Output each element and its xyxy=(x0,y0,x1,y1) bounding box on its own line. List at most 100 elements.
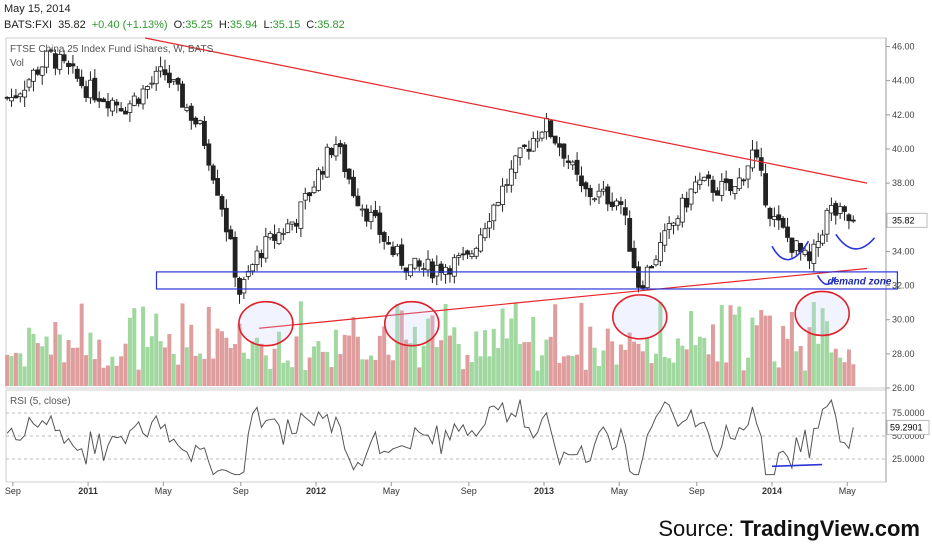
volume-bar xyxy=(57,334,62,386)
symbol-label[interactable]: BATS:FXI xyxy=(4,19,53,31)
candle-up xyxy=(285,223,291,233)
volume-bar xyxy=(355,336,360,386)
candle-up xyxy=(820,234,826,244)
candle-up xyxy=(688,188,694,205)
candle-down xyxy=(70,63,76,67)
candle-down xyxy=(114,101,120,106)
candle-up xyxy=(394,245,400,255)
price-tick-label: 44.00 xyxy=(892,76,915,86)
candle-up xyxy=(666,223,672,230)
volume-bar xyxy=(276,331,281,386)
volume-bar xyxy=(851,364,856,386)
volume-bar xyxy=(62,362,67,386)
candle-up xyxy=(421,268,427,270)
volume-bar xyxy=(84,355,89,386)
volume-bar xyxy=(390,360,395,386)
volume-bar xyxy=(246,358,251,386)
volume-bar xyxy=(377,335,382,386)
candle-up xyxy=(662,230,668,246)
candle-up xyxy=(127,103,133,113)
candle-down xyxy=(728,178,733,192)
candle-up xyxy=(263,236,269,259)
volume-bar xyxy=(763,315,768,386)
volume-bar xyxy=(610,341,615,386)
volume-bar xyxy=(829,352,834,386)
candle-up xyxy=(487,221,492,229)
volume-bar xyxy=(689,311,694,386)
candle-up xyxy=(543,117,549,133)
trendline xyxy=(144,37,868,184)
candle-up xyxy=(359,208,365,211)
candle-down xyxy=(627,218,633,252)
volume-bar xyxy=(263,355,268,386)
candle-down xyxy=(574,159,580,175)
candle-up xyxy=(109,99,115,112)
candle-down xyxy=(329,148,334,156)
volume-bar xyxy=(675,338,680,386)
volume-bar xyxy=(478,356,483,386)
candle-up xyxy=(250,264,256,272)
candle-down xyxy=(223,207,229,233)
volume-bar xyxy=(224,337,229,386)
candle-down xyxy=(565,160,571,163)
volume-bar xyxy=(732,314,737,386)
candle-down xyxy=(640,285,646,289)
volume-bar xyxy=(430,315,435,386)
volume-bar xyxy=(842,362,847,386)
volume-bar xyxy=(237,323,242,386)
candle-down xyxy=(548,120,554,138)
price-chart[interactable]: 46.0044.0042.0040.0038.0036.0034.0032.00… xyxy=(0,0,932,510)
volume-bar xyxy=(697,336,702,386)
candle-up xyxy=(131,95,137,106)
candle-down xyxy=(320,171,326,175)
candle-down xyxy=(188,105,194,121)
candle-down xyxy=(118,108,124,112)
volume-bar xyxy=(351,317,356,386)
volume-bar xyxy=(588,326,593,386)
volume-bar xyxy=(215,328,220,386)
volume-bar xyxy=(759,309,764,386)
candle-down xyxy=(202,120,207,146)
candle-down xyxy=(232,236,238,278)
volume-bar xyxy=(702,337,707,386)
candle-up xyxy=(184,107,190,111)
candle-down xyxy=(522,144,527,148)
candle-down xyxy=(294,222,299,227)
price-tick-label: 28.00 xyxy=(892,349,915,359)
volume-spike-ellipse xyxy=(238,300,294,347)
candle-up xyxy=(675,218,681,226)
volume-bar xyxy=(298,301,303,386)
candle-down xyxy=(833,203,839,216)
volume-bar xyxy=(443,303,448,386)
volume-bar xyxy=(680,345,685,386)
volume-bar xyxy=(561,356,566,386)
trendline xyxy=(258,267,868,329)
x-tick-label: Sep xyxy=(461,486,477,496)
volume-bar xyxy=(728,305,733,386)
volume-bar xyxy=(303,370,308,386)
candle-down xyxy=(96,98,102,102)
volume-bar xyxy=(491,328,496,386)
volume-bar xyxy=(66,340,71,386)
volume-bar xyxy=(31,333,36,386)
candle-down xyxy=(557,143,562,148)
volume-bar xyxy=(671,362,676,386)
volume-bar xyxy=(483,330,488,386)
volume-bar xyxy=(658,302,663,386)
candle-down xyxy=(846,214,852,222)
candle-up xyxy=(539,131,545,139)
open-label: O: xyxy=(173,19,186,31)
price-tick-label: 42.00 xyxy=(892,110,915,120)
volume-bar xyxy=(347,335,352,386)
volume-bar xyxy=(531,316,536,386)
price-tick-label: 26.00 xyxy=(892,383,915,393)
volume-bar xyxy=(715,361,720,386)
volume-bar xyxy=(105,365,110,386)
candle-up xyxy=(671,222,676,226)
volume-bar xyxy=(312,346,317,386)
candle-up xyxy=(412,257,418,269)
candle-up xyxy=(570,161,576,166)
candle-down xyxy=(13,95,19,99)
candle-up xyxy=(451,257,457,277)
demand-zone-box xyxy=(155,271,898,290)
